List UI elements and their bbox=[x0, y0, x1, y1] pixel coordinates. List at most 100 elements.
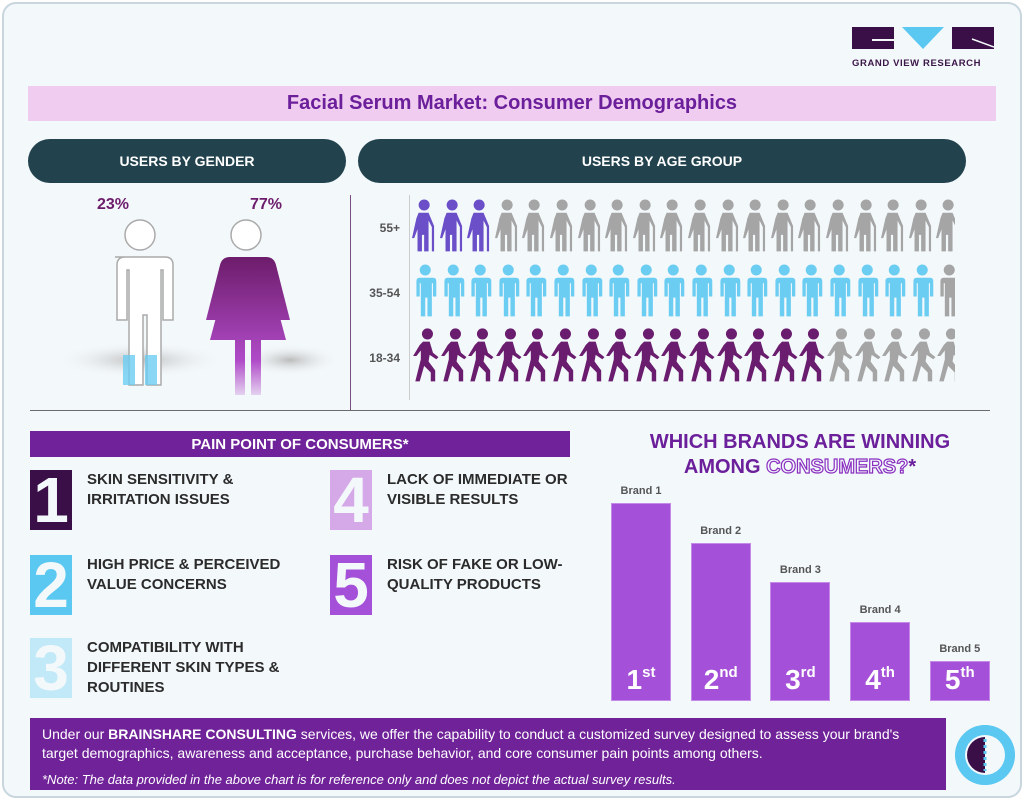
title-consumers: CONSUMERS? bbox=[765, 455, 909, 478]
person-icon-highlighted bbox=[526, 264, 547, 317]
female-icon bbox=[206, 219, 290, 395]
rank-label: 5th bbox=[944, 663, 975, 695]
age-label-18-34: 18-34 bbox=[369, 351, 400, 365]
person-icon bbox=[494, 199, 517, 252]
brand-bar: 3rd bbox=[770, 582, 831, 701]
age-row-18-34 bbox=[412, 328, 955, 384]
person-icon-highlighted bbox=[637, 264, 658, 317]
rank-label: 3rd bbox=[785, 663, 816, 695]
person-icon bbox=[715, 199, 738, 252]
gender-figures bbox=[60, 219, 340, 395]
female-percentage: 77% bbox=[250, 196, 283, 213]
age-row-55+ bbox=[412, 198, 955, 254]
gender-header: USERS BY GENDER bbox=[28, 139, 346, 183]
person-icon-highlighted bbox=[467, 199, 490, 252]
person-icon bbox=[660, 199, 683, 252]
person-icon bbox=[827, 328, 853, 382]
person-icon-highlighted bbox=[771, 328, 798, 382]
brand-label: Brand 2 bbox=[700, 524, 742, 537]
person-icon bbox=[743, 199, 766, 252]
person-icon-highlighted bbox=[551, 328, 577, 382]
section-divider-vertical bbox=[350, 195, 351, 410]
pain-point-text: RISK OF FAKE OR LOW-QUALITY PRODUCTS bbox=[387, 556, 563, 593]
person-icon-highlighted bbox=[416, 264, 437, 317]
brand-logo bbox=[852, 27, 994, 49]
pain-number-4: 4 bbox=[330, 470, 372, 530]
brand-name: GRAND VIEW RESEARCH bbox=[852, 58, 982, 69]
brainshare-badge-icon bbox=[955, 725, 1015, 785]
footer-disclaimer: *Note: The data provided in the above ch… bbox=[42, 772, 676, 787]
page-title: Facial Serum Market: Consumer Demographi… bbox=[28, 86, 996, 121]
pain-number-1: 1 bbox=[30, 470, 72, 530]
person-icon bbox=[825, 199, 848, 252]
person-icon bbox=[632, 199, 655, 252]
brand-bar: 2nd bbox=[690, 542, 751, 701]
person-icon-highlighted bbox=[747, 264, 768, 317]
male-icon bbox=[115, 219, 174, 386]
brand-label: Brand 4 bbox=[859, 603, 901, 616]
person-icon-highlighted bbox=[440, 328, 467, 382]
person-icon-highlighted bbox=[554, 264, 575, 317]
footer-note-box: Under our BRAINSHARE CONSULTING services… bbox=[30, 718, 946, 790]
person-icon-highlighted bbox=[523, 328, 549, 382]
person-icon bbox=[522, 199, 545, 252]
brainshare-link[interactable]: BRAINSHARE CONSULTING bbox=[108, 726, 297, 742]
brand-bar: 1st bbox=[611, 503, 671, 701]
title-among: AMONG bbox=[683, 456, 767, 478]
person-icon bbox=[687, 199, 711, 252]
pain-number-5: 5 bbox=[330, 555, 372, 615]
section-divider-horizontal bbox=[30, 410, 990, 411]
male-percentage: 23% bbox=[97, 196, 130, 213]
brand-bar: 5th bbox=[929, 661, 990, 701]
person-icon-highlighted bbox=[609, 264, 630, 317]
person-icon-highlighted bbox=[499, 264, 520, 317]
person-icon-highlighted bbox=[439, 199, 462, 252]
person-icon-highlighted bbox=[716, 328, 743, 382]
person-icon-highlighted bbox=[744, 328, 770, 382]
age-row-35-54 bbox=[412, 263, 955, 319]
person-icon-highlighted bbox=[495, 328, 522, 382]
pain-number-3: 3 bbox=[30, 638, 72, 698]
person-icon-highlighted bbox=[885, 264, 906, 317]
pain-point-text: SKIN SENSITIVITY & IRRITATION ISSUES bbox=[87, 471, 234, 508]
person-icon-highlighted bbox=[471, 264, 492, 317]
person-icon bbox=[937, 328, 955, 382]
person-icon-highlighted bbox=[664, 264, 685, 317]
brand-bar: 4th bbox=[850, 621, 911, 701]
person-icon-highlighted bbox=[775, 264, 796, 317]
person-icon-highlighted bbox=[830, 264, 851, 317]
person-icon bbox=[577, 199, 600, 252]
pain-point-text: COMPATIBILITY WITH DIFFERENT SKIN TYPES … bbox=[87, 639, 280, 696]
person-icon bbox=[881, 199, 904, 252]
person-icon bbox=[908, 199, 931, 252]
person-icon-highlighted bbox=[468, 328, 494, 382]
person-icon-highlighted bbox=[689, 328, 715, 382]
age-header: USERS BY AGE GROUP bbox=[358, 139, 966, 183]
rank-label: 4th bbox=[865, 663, 895, 695]
person-icon-highlighted bbox=[913, 264, 933, 317]
title-asterisk: * bbox=[908, 456, 917, 478]
person-icon-highlighted bbox=[692, 264, 713, 317]
rank-label: 1st bbox=[626, 664, 656, 695]
footer-pre: Under our bbox=[42, 726, 109, 742]
person-icon-highlighted bbox=[578, 328, 605, 382]
person-icon bbox=[798, 199, 821, 252]
pain-point-text: LACK OF IMMEDIATE OR VISIBLE RESULTS bbox=[387, 471, 568, 508]
person-icon-highlighted bbox=[802, 264, 823, 317]
brand-label: Brand 5 bbox=[939, 643, 981, 656]
age-label-55plus: 55+ bbox=[379, 221, 400, 235]
pain-points-header: PAIN POINT OF CONSUMERS* bbox=[30, 431, 570, 457]
person-icon bbox=[936, 199, 955, 252]
age-icon-grid bbox=[412, 198, 955, 398]
footer-post: services, we offer the capability to con… bbox=[42, 726, 900, 761]
person-icon bbox=[605, 199, 628, 252]
footer-description: Under our BRAINSHARE CONSULTING services… bbox=[42, 725, 934, 763]
person-icon bbox=[854, 328, 880, 382]
person-icon bbox=[549, 199, 573, 252]
person-icon-highlighted bbox=[661, 328, 687, 382]
brands-title-line2: AMONG CONSUMERS?* bbox=[610, 455, 990, 480]
age-axis bbox=[409, 195, 410, 400]
pain-point-text: HIGH PRICE & PERCEIVED VALUE CONCERNS bbox=[87, 556, 281, 593]
person-icon bbox=[770, 199, 793, 252]
age-label-35-54: 35-54 bbox=[369, 286, 400, 300]
